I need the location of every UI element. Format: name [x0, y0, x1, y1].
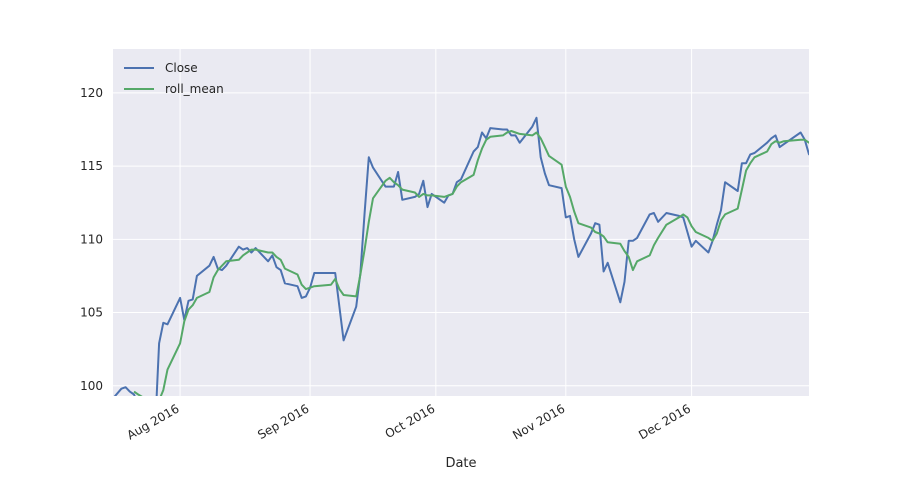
series-lines: [113, 116, 809, 396]
x-tick-label: Dec 2016: [636, 401, 693, 442]
x-tick-label: Nov 2016: [510, 401, 567, 442]
legend-label: roll_mean: [165, 82, 224, 96]
series-line-roll-mean: [133, 130, 809, 396]
y-tick-label: 105: [80, 306, 103, 320]
x-tick-labels: Aug 2016 Sep 2016 Oct 2016 Nov 2016 Dec 2016: [125, 401, 694, 442]
y-tick-labels: 100 105 110 115 120: [80, 86, 103, 393]
y-tick-label: 100: [80, 379, 103, 393]
y-tick-label: 110: [80, 232, 103, 246]
grid-lines: [113, 49, 809, 396]
x-axis-title: Date: [445, 456, 476, 471]
legend: Close roll_mean: [124, 61, 224, 96]
plot-area: [113, 49, 809, 396]
legend-label: Close: [165, 61, 198, 75]
series-line-close: [113, 116, 809, 396]
x-tick-label: Oct 2016: [383, 401, 438, 441]
y-tick-label: 115: [80, 159, 103, 173]
x-tick-label: Aug 2016: [125, 401, 182, 442]
y-tick-label: 120: [80, 86, 103, 100]
x-tick-label: Sep 2016: [255, 401, 311, 442]
